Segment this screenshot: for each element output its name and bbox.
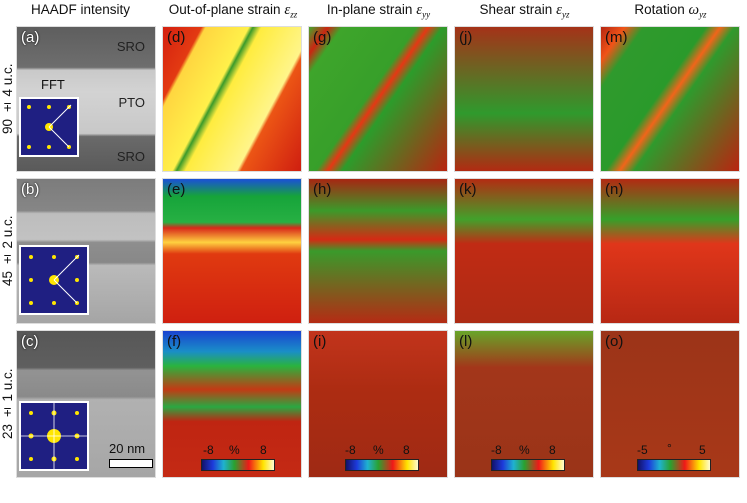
colorbar-f-max: 8 [260, 443, 267, 457]
fft-inset [19, 245, 89, 315]
panel-label-e: (e) [167, 181, 186, 198]
panel-m-wyz: (m) [600, 26, 740, 172]
fft-inset [19, 401, 89, 471]
title-haadf: HAADF intensity [30, 2, 131, 17]
panel-c-haadf: (c) 20 nm [16, 330, 156, 478]
fft-pattern-icon [27, 104, 72, 149]
colorbar-i [345, 459, 419, 471]
panel-j-eyz: (j) [454, 26, 594, 172]
layer-label-sro-top: SRO [116, 39, 145, 54]
panel-h-eyy: (h) [308, 178, 448, 324]
title-ezz: Out-of-plane strain εzz [168, 2, 298, 20]
panel-label-g: (g) [313, 29, 332, 46]
colorbar-f [201, 459, 275, 471]
panel-label-m: (m) [605, 29, 628, 46]
panel-n-wyz: (n) [600, 178, 740, 324]
colorbar-o-max: 5 [699, 443, 706, 457]
panel-label-j: (j) [459, 29, 473, 46]
colorbar-i-min: -8 [345, 443, 356, 457]
colorbar-l-min: -8 [491, 443, 502, 457]
colorbar-o-min: -5 [637, 443, 648, 457]
colorbar-f-unit: % [229, 443, 240, 457]
panel-k-eyz: (k) [454, 178, 594, 324]
panel-i-eyy: (i) -8 % 8 [308, 330, 448, 478]
panel-e-ezz: (e) [162, 178, 302, 324]
panel-o-wyz: (o) -5 ° 5 [600, 330, 740, 478]
panel-l-eyz: (l) -8 % 8 [454, 330, 594, 478]
colorbar-l-max: 8 [549, 443, 556, 457]
panel-label-c: (c) [21, 333, 39, 350]
panel-label-i: (i) [313, 333, 327, 350]
panel-label-d: (d) [167, 29, 186, 46]
colorbar-i-unit: % [373, 443, 384, 457]
fft-inset [19, 97, 79, 157]
panel-a-haadf: (a) SRO PTO SRO FFT [16, 26, 156, 172]
colorbar-i-max: 8 [403, 443, 410, 457]
title-eyz: Shear strain εyz [479, 2, 570, 20]
title-wyz: Rotation ωyz [634, 2, 707, 20]
panel-b-haadf: (b) [16, 178, 156, 324]
colorbar-o-unit: ° [667, 441, 672, 455]
colorbar-l [491, 459, 565, 471]
panel-label-h: (h) [313, 181, 332, 198]
fft-pattern-icon [21, 403, 87, 469]
panel-label-b: (b) [21, 181, 40, 198]
colorbar-l-unit: % [519, 443, 530, 457]
fft-label: FFT [41, 77, 65, 92]
panel-label-o: (o) [605, 333, 624, 350]
panel-f-ezz: (f) -8 % 8 [162, 330, 302, 478]
panel-label-n: (n) [605, 181, 624, 198]
panel-label-a: (a) [21, 29, 40, 46]
panel-label-f: (f) [167, 333, 182, 350]
colorbar-o [637, 459, 711, 471]
panel-g-eyy: (g) [308, 26, 448, 172]
colorbar-f-min: -8 [203, 443, 214, 457]
layer-label-pto: PTO [118, 95, 146, 110]
layer-label-sro-bottom: SRO [116, 149, 145, 164]
title-eyy: In-plane strain εyy [326, 2, 431, 20]
fft-pattern-icon [29, 254, 80, 305]
panel-label-k: (k) [459, 181, 477, 198]
scale-bar-label: 20 nm [109, 441, 146, 456]
panel-label-l: (l) [459, 333, 473, 350]
scale-bar [109, 459, 153, 468]
panel-d-ezz: (d) [162, 26, 302, 172]
